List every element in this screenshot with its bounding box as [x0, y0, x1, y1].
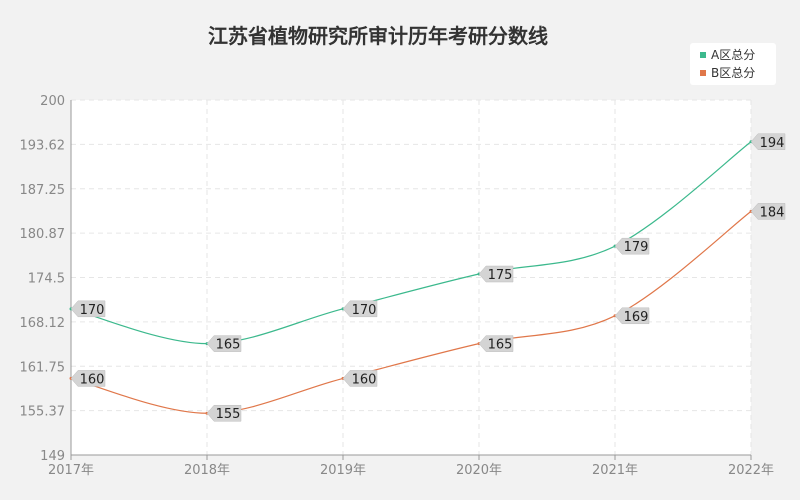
x-tick-label: 2021年: [592, 463, 638, 478]
data-label-box: [206, 404, 242, 422]
data-label: 165: [488, 338, 513, 353]
data-labels: 170 165 170 175 179 194 160 155 160 165 169 184: [70, 133, 786, 422]
legend[interactable]: A区总分 B区总分: [690, 43, 776, 85]
plot-area: [71, 100, 751, 455]
data-label: 155: [216, 407, 241, 422]
y-tick-label: 200: [40, 94, 65, 109]
data-label-box: [750, 203, 786, 220]
x-tick-label: 2018年: [184, 463, 230, 478]
series-line-b: [70, 210, 752, 414]
data-label: 169: [624, 310, 649, 325]
y-tick-label: 161.75: [20, 360, 66, 375]
y-tick-label: 187.25: [20, 183, 66, 198]
chart-title: 江苏省植物研究所审计历年考研分数线: [208, 24, 548, 48]
y-tick-label: 149: [40, 449, 65, 464]
data-label-box: [478, 335, 514, 352]
data-label: 194: [760, 136, 785, 151]
y-tick-label: 155.37: [20, 405, 66, 420]
data-label-box: [614, 237, 650, 255]
data-label: 160: [80, 372, 105, 387]
data-label-box: [478, 265, 514, 283]
x-tick-label: 2019年: [320, 463, 366, 478]
y-axis-ticks: 149 155.37 161.75 168.12 174.5 180.87 187.25 19…: [20, 94, 66, 464]
data-label: 165: [216, 338, 241, 353]
legend-item-b[interactable]: B区总分: [711, 66, 755, 80]
data-label: 170: [352, 303, 377, 318]
x-tick-label: 2017年: [48, 463, 94, 478]
y-tick-label: 174.5: [28, 272, 65, 287]
data-label-box: [206, 335, 242, 352]
x-tick-label: 2020年: [456, 463, 502, 478]
data-label-box: [614, 307, 650, 325]
legend-swatch-a: [700, 52, 706, 58]
series-line-a: [70, 141, 752, 345]
legend-swatch-b: [700, 70, 706, 76]
x-axis-ticks: 2017年 2018年 2019年 2020年 2021年 2022年: [48, 455, 774, 478]
legend-item-a[interactable]: A区总分: [711, 48, 755, 62]
data-label: 170: [80, 303, 105, 318]
axes: [70, 100, 751, 456]
data-label: 179: [624, 240, 649, 255]
data-label-box: [342, 370, 378, 387]
y-tick-label: 193.62: [20, 138, 66, 153]
data-label: 160: [352, 372, 377, 387]
data-label-box: [70, 370, 106, 387]
data-label: 175: [488, 268, 513, 283]
y-tick-label: 168.12: [20, 316, 66, 331]
y-tick-label: 180.87: [20, 227, 66, 242]
x-tick-label: 2022年: [728, 463, 774, 478]
data-label-box: [342, 300, 378, 318]
data-label-box: [750, 133, 786, 151]
data-label-box: [70, 300, 106, 318]
legend-box: [690, 43, 776, 85]
data-label: 184: [760, 205, 785, 220]
